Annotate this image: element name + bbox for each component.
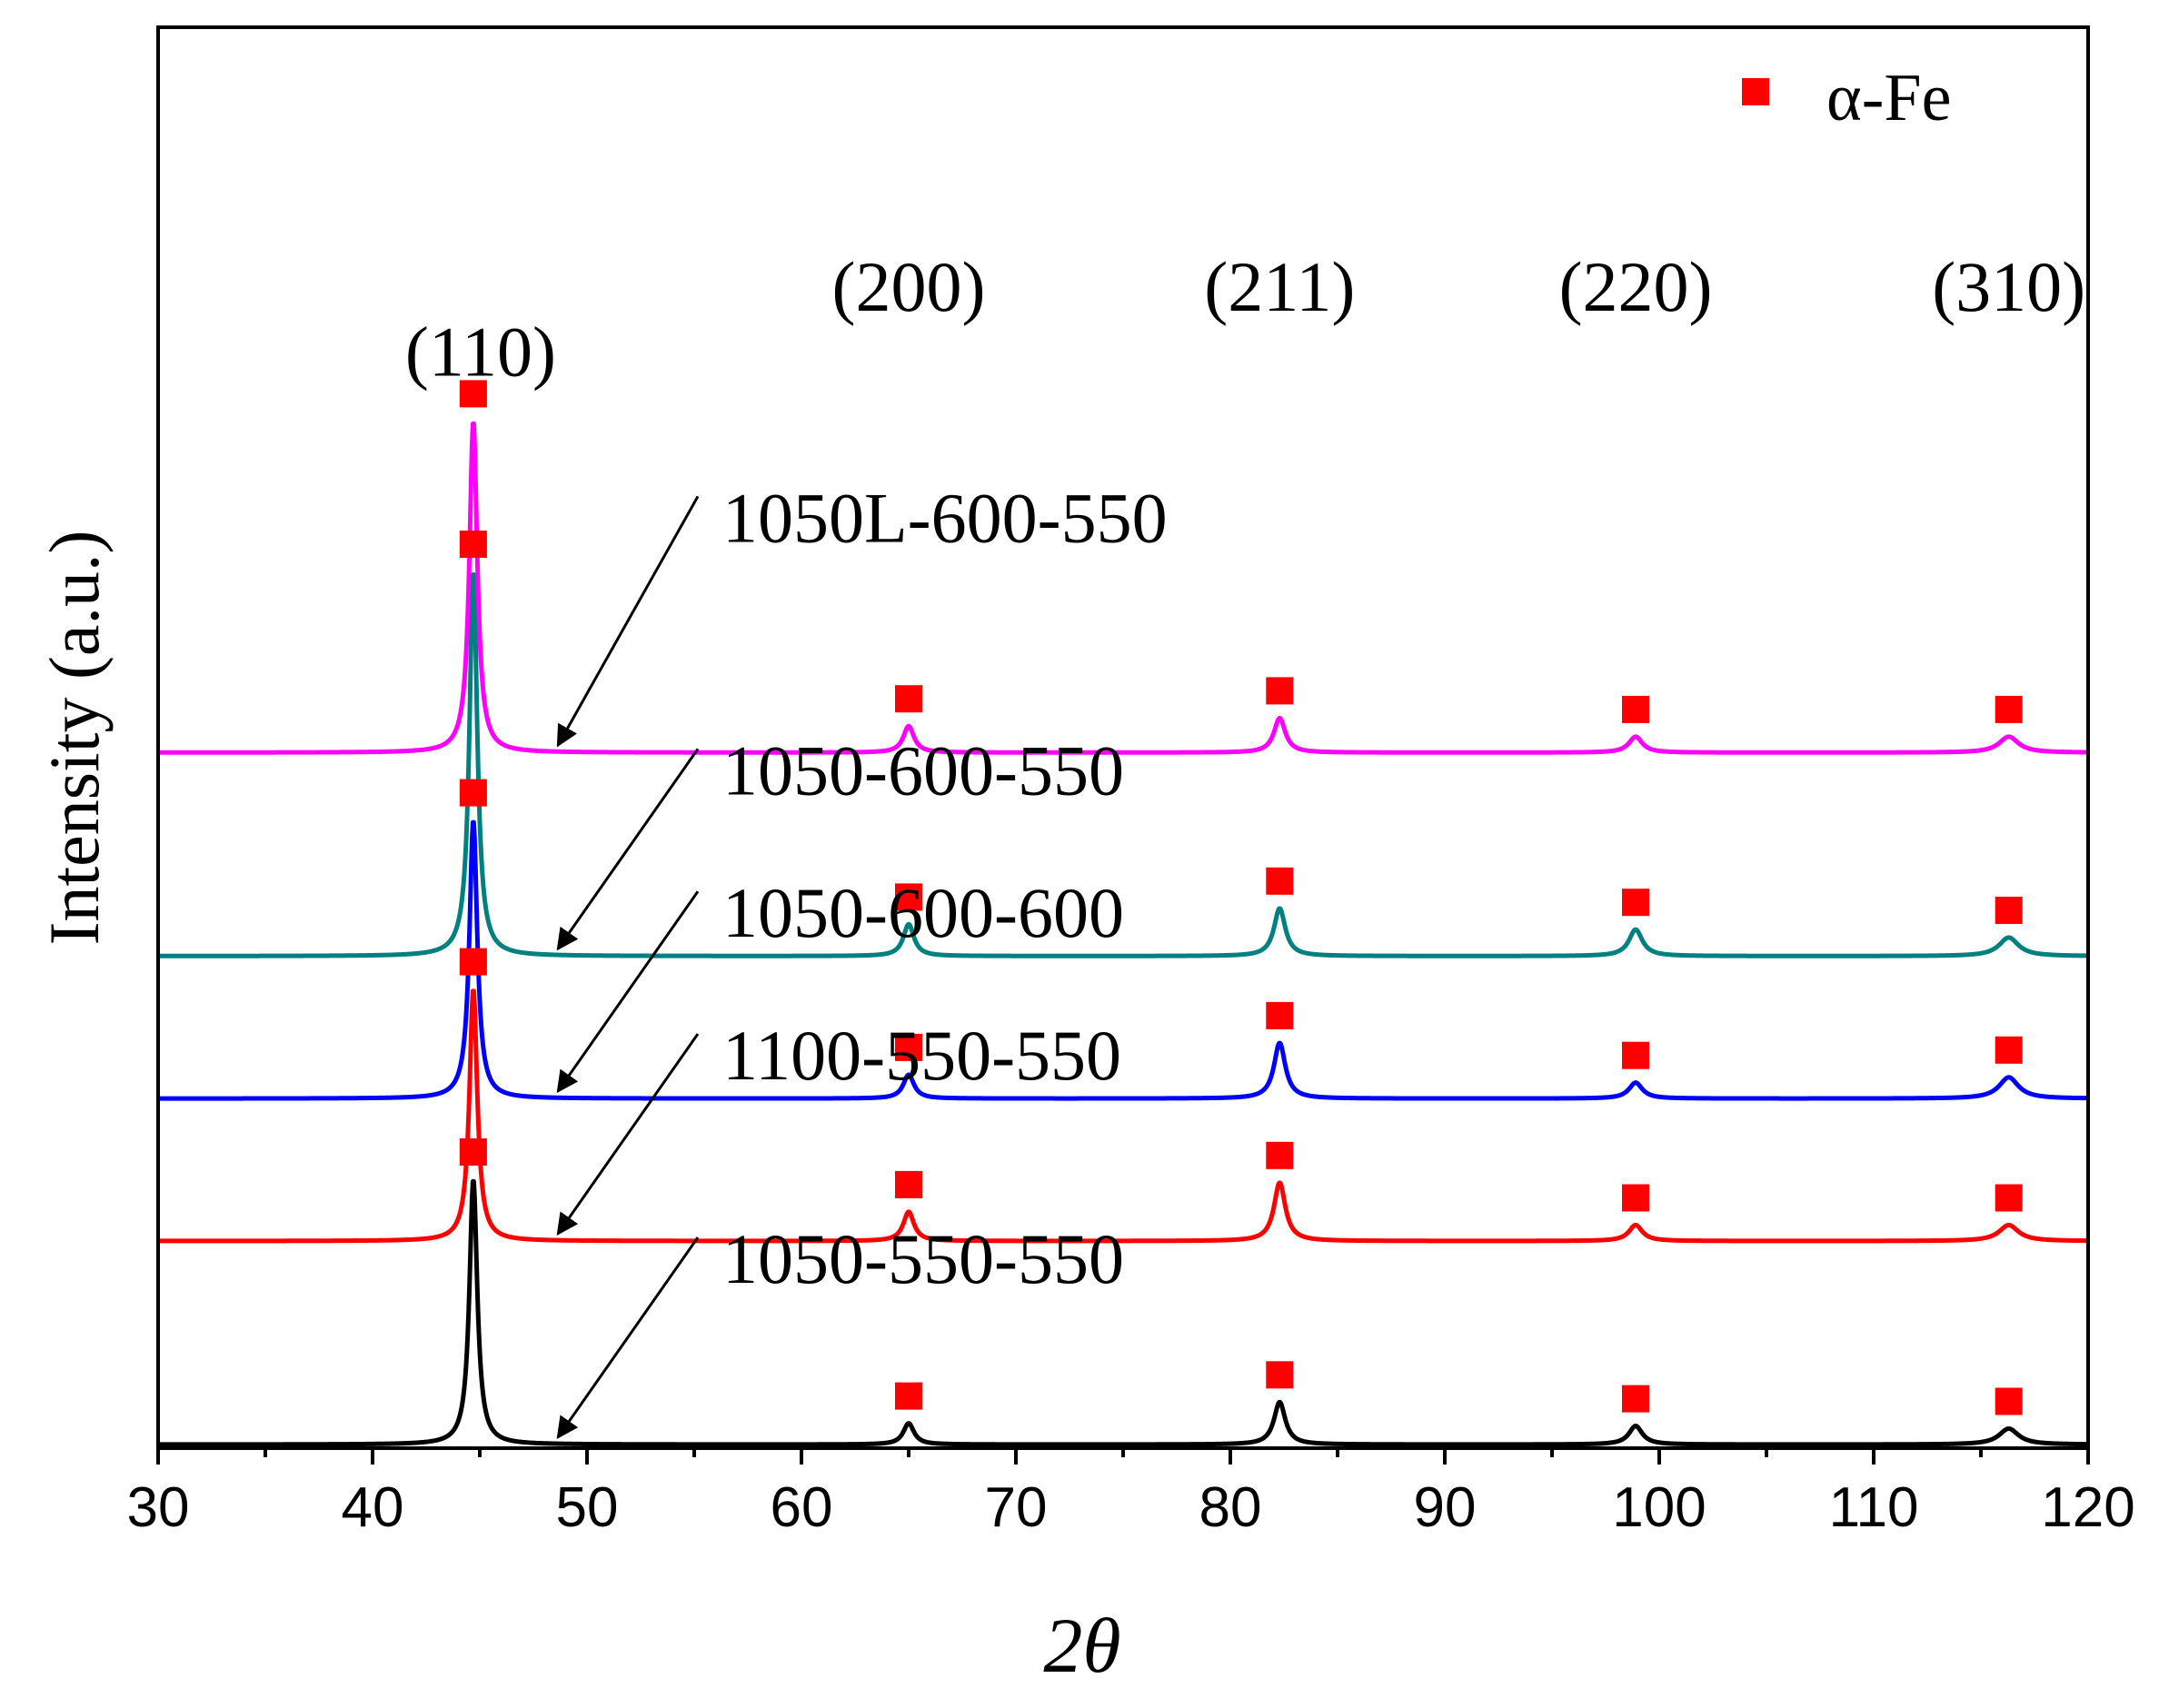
peak-marker (1995, 1184, 2023, 1212)
x-tick-label: 50 (556, 1476, 619, 1539)
sample-arrow (556, 495, 700, 748)
peak-marker (895, 1170, 922, 1198)
sample-label: 1100-550-550 (722, 1016, 1121, 1095)
peak-marker (459, 779, 487, 807)
peak-marker (1266, 1141, 1294, 1169)
peak-marker (459, 531, 487, 558)
x-tick-label: 120 (2041, 1476, 2134, 1539)
marker-layer (459, 380, 2023, 1415)
peak-marker (1995, 897, 2023, 924)
sample-label: 1050-600-550 (722, 730, 1124, 809)
plane-label: (220) (1559, 247, 1713, 326)
x-axis-label: 2θ (1043, 1602, 1120, 1689)
x-tick-label: 40 (342, 1476, 404, 1539)
y-axis-label: Intensity (a.u.) (35, 530, 114, 945)
arrow-layer (556, 495, 700, 1439)
x-tick-label: 80 (1199, 1476, 1262, 1539)
sample-label: 1050L-600-550 (722, 478, 1168, 557)
plane-label: (211) (1204, 247, 1355, 326)
plane-label: (200) (832, 247, 986, 326)
x-tick-label: 110 (1829, 1476, 1919, 1539)
peak-marker (1995, 695, 2023, 723)
sample-arrow (556, 1033, 700, 1236)
sample-arrow (556, 748, 700, 951)
label-layer: 1050-550-550 1100-550-550 1050-600-600 1050… (405, 247, 2085, 1298)
sample-arrow (556, 1236, 700, 1439)
x-tick-label: 90 (1414, 1476, 1477, 1539)
peak-marker (459, 948, 487, 976)
peak-marker (895, 685, 922, 713)
peak-marker (459, 1138, 487, 1166)
series-line-1050L-600-550 (156, 421, 2090, 755)
sample-arrow (556, 890, 700, 1094)
peak-marker (1622, 1385, 1649, 1413)
peak-marker (1622, 695, 1649, 723)
peak-marker (1266, 1361, 1294, 1389)
x-tick-label: 70 (985, 1476, 1048, 1539)
peak-marker (1995, 1387, 2023, 1415)
x-tick-label: 60 (771, 1476, 833, 1539)
peak-marker (895, 883, 922, 911)
series-line-1050-600-600 (156, 819, 2090, 1101)
peak-marker (1266, 677, 1294, 705)
x-tick-label: 30 (127, 1476, 190, 1539)
peak-marker (895, 1033, 922, 1061)
series-line-1050-550-550 (156, 1178, 2090, 1447)
x-axis-ticks: 30 40 50 60 70 80 90 100 110 120 (127, 1448, 2135, 1539)
sample-label: 1050-600-600 (722, 873, 1124, 952)
peak-marker (1622, 1041, 1649, 1069)
x-tick-label: 100 (1612, 1476, 1706, 1539)
peak-marker (895, 1382, 922, 1410)
sample-label: 1050-550-550 (722, 1219, 1124, 1298)
peak-marker (1622, 889, 1649, 917)
plane-label: (110) (405, 312, 556, 391)
peak-marker (1266, 867, 1294, 895)
peak-marker (1266, 1001, 1294, 1029)
plane-label: (310) (1932, 247, 2085, 326)
peak-marker (1622, 1184, 1649, 1212)
legend-marker (1742, 78, 1769, 105)
peak-marker (1995, 1036, 2023, 1064)
legend-label: α-Fe (1826, 61, 1951, 135)
series-line-1050-600-550 (156, 571, 2090, 958)
peak-marker (459, 380, 487, 408)
